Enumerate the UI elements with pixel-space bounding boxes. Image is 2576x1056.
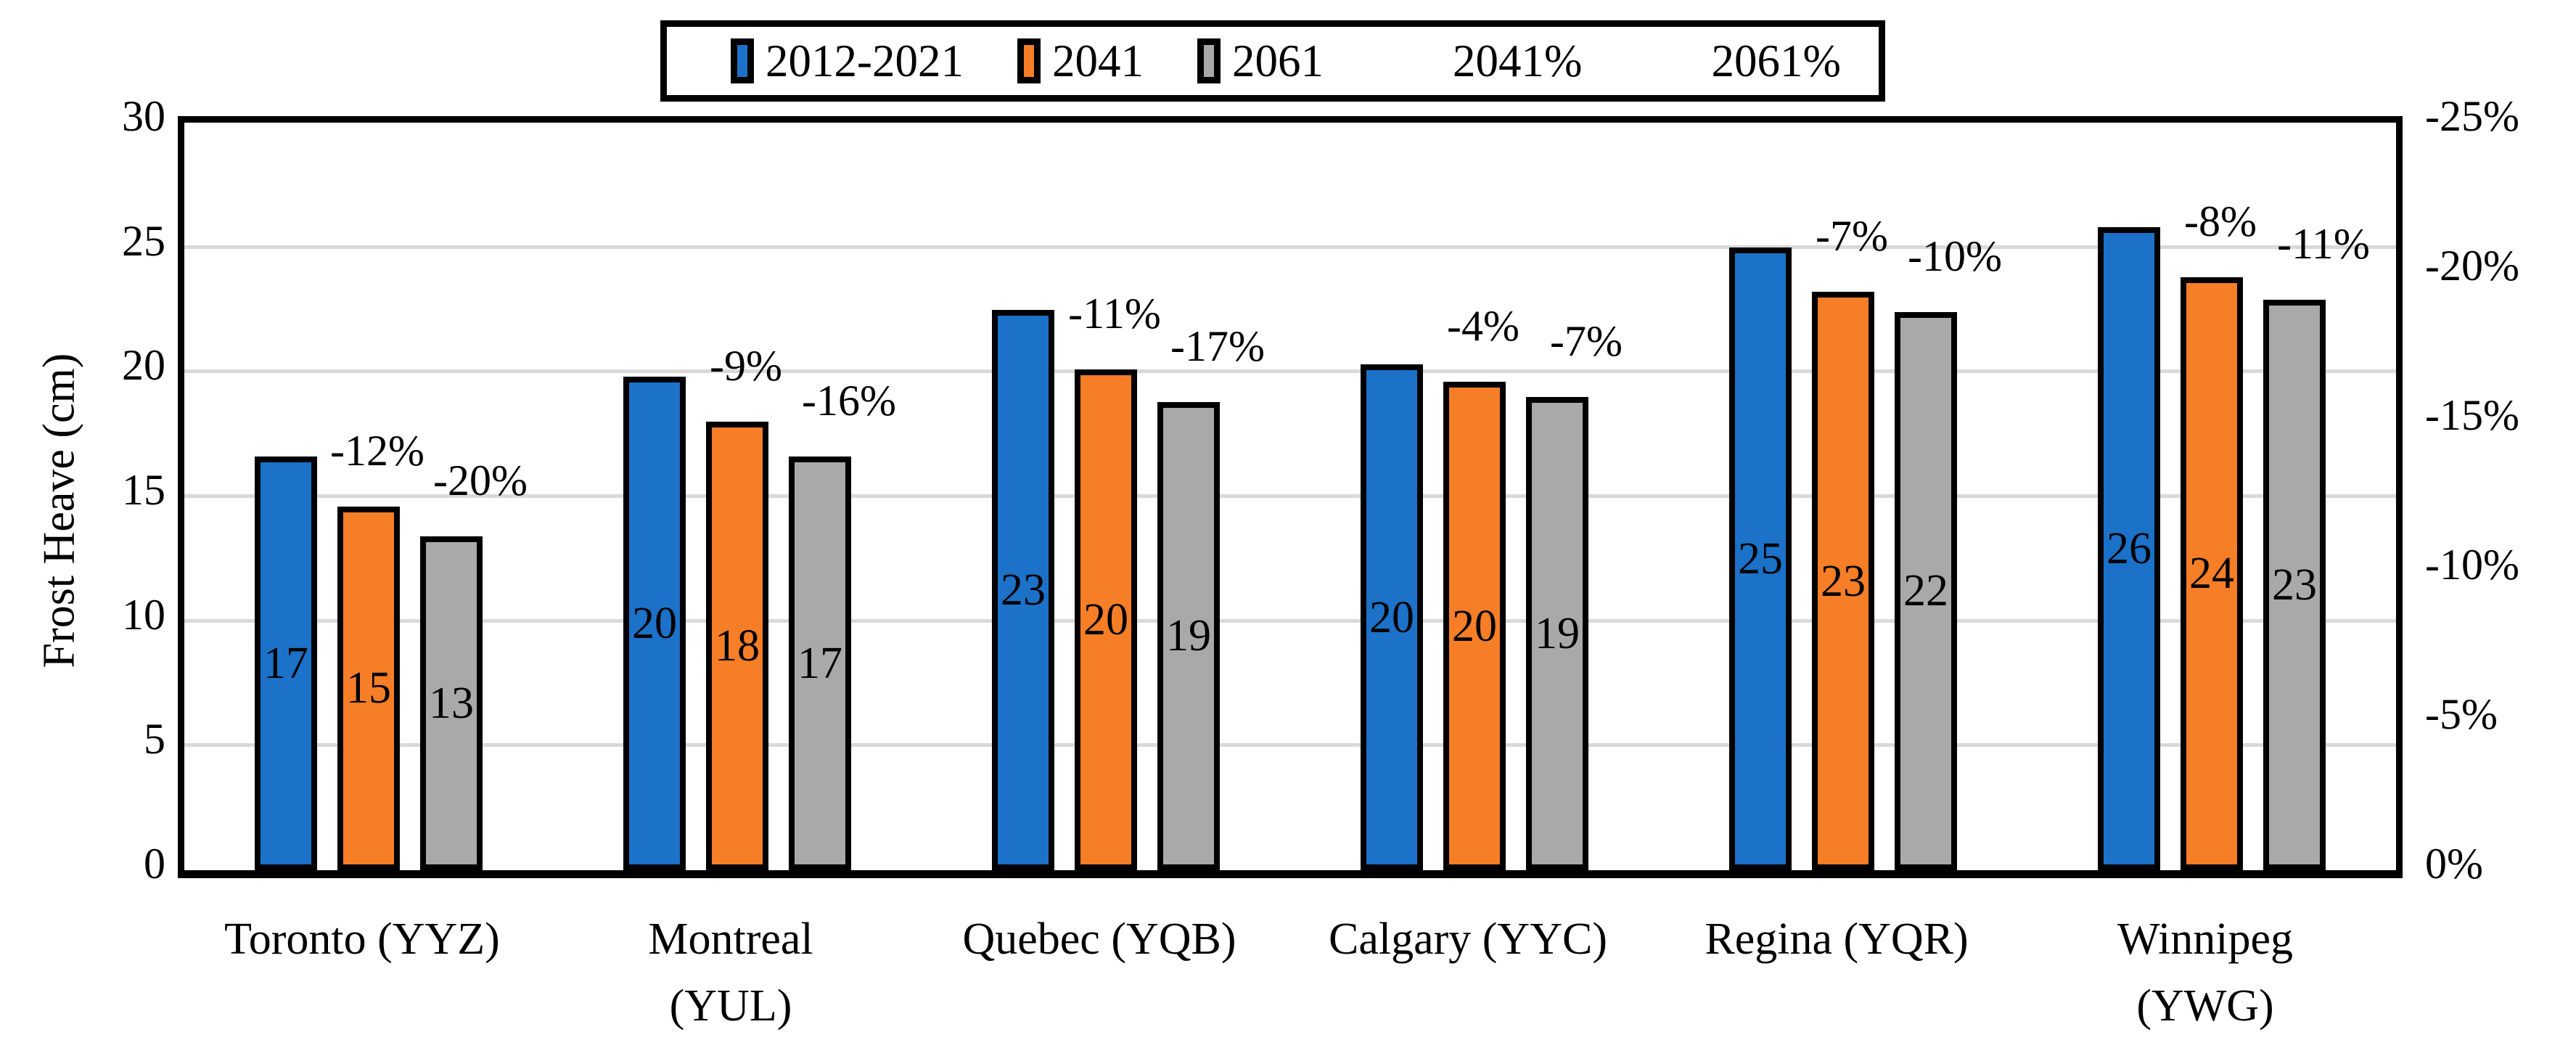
legend-box: 2012-2021 2041 2061 2041% 2061% <box>660 20 1885 102</box>
y-tick-right--25pct: -25% <box>2425 92 2519 140</box>
bar-value-label: 19 <box>1166 611 1211 661</box>
bar-calgary-yyc-2012-2021: 20 <box>1361 364 1423 870</box>
y-tick-right--20pct: -20% <box>2425 242 2519 290</box>
legend-item-2041: 2041% <box>1453 35 1582 88</box>
bar-value-label: 18 <box>715 621 760 671</box>
gridline-15cm <box>184 494 2396 498</box>
bar-toronto-yyz-2012-2021: 17 <box>255 457 317 870</box>
x-label-line: Montreal <box>648 914 813 964</box>
bar-value-label: 20 <box>1452 601 1497 651</box>
legend-label: 2041% <box>1452 35 1583 86</box>
x-label-quebec-yqb: Quebec (YQB) <box>915 906 1284 973</box>
bar-value-label: 25 <box>1738 533 1783 584</box>
bar-calgary-yyc-2061: 19 <box>1526 396 1588 870</box>
pct-label-toronto-yyz-2061: -20% <box>433 456 528 504</box>
bar-value-label: 23 <box>2272 560 2317 610</box>
x-label-winnipeg-ywg: Winnipeg (YWG) <box>2021 906 2390 1039</box>
x-label-regina-yqr: Regina (YQR) <box>1652 906 2021 973</box>
legend-swatch-2041 <box>1017 38 1041 83</box>
bar-toronto-yyz-2041: 15 <box>337 506 400 870</box>
bar-winnipeg-ywg-2012-2021: 26 <box>2098 227 2160 870</box>
legend-item-2041: 2041 <box>1017 35 1144 88</box>
bar-quebec-yqb-2061: 19 <box>1157 401 1220 870</box>
bar-value-label: 24 <box>2189 549 2234 599</box>
pct-label-calgary-yyc-2061: -7% <box>1550 316 1623 365</box>
y-tick-left-5: 5 <box>144 715 165 764</box>
bar-quebec-yqb-2041: 20 <box>1075 369 1137 870</box>
x-label-montreal-yul: Montreal (YUL) <box>546 906 915 1039</box>
x-label-toronto-yyz: Toronto (YYZ) <box>178 906 546 973</box>
pct-label-winnipeg-ywg-2041: -8% <box>2184 197 2257 245</box>
y-tick-left-20: 20 <box>122 341 165 390</box>
pct-label-calgary-yyc-2041: -4% <box>1447 302 1519 351</box>
bar-value-label: 13 <box>429 678 474 728</box>
bar-value-label: 15 <box>346 663 391 713</box>
legend-item-2061: 2061 <box>1197 35 1324 88</box>
bar-montreal-yul-2061: 17 <box>789 457 851 870</box>
bar-regina-yqr-2041: 23 <box>1812 292 1874 870</box>
gridline-25cm <box>184 245 2396 249</box>
legend-item-2061: 2061% <box>1711 35 1840 88</box>
bar-calgary-yyc-2041: 20 <box>1443 382 1506 870</box>
x-label-line: Toronto (YYZ) <box>224 914 500 964</box>
bar-winnipeg-ywg-2061: 23 <box>2263 299 2326 870</box>
bar-regina-yqr-2012-2021: 25 <box>1729 247 1792 870</box>
bar-value-label: 23 <box>1821 556 1866 606</box>
y-tick-left-30: 30 <box>122 92 165 140</box>
pct-label-quebec-yqb-2041: -11% <box>1068 289 1161 337</box>
legend-item-2012-2021: 2012-2021 <box>731 35 964 88</box>
x-label-line: Regina (YQR) <box>1705 914 1969 964</box>
bar-regina-yqr-2061: 22 <box>1895 311 1957 870</box>
gridline-20cm <box>184 369 2396 374</box>
bar-value-label: 17 <box>797 639 842 689</box>
legend-label: 2012-2021 <box>766 35 964 86</box>
bar-value-label: 19 <box>1535 608 1580 658</box>
x-label-calgary-yyc: Calgary (YYC) <box>1284 906 1652 973</box>
y-tick-right--5pct: -5% <box>2425 690 2498 738</box>
bar-montreal-yul-2012-2021: 20 <box>623 377 686 870</box>
legend-label: 2061 <box>1231 35 1324 86</box>
bar-value-label: 26 <box>2107 524 2152 574</box>
bar-value-label: 17 <box>263 639 308 689</box>
pct-label-regina-yqr-2061: -10% <box>1908 232 2002 280</box>
pct-label-regina-yqr-2041: -7% <box>1816 212 1888 261</box>
bar-value-label: 22 <box>1903 566 1948 616</box>
bar-winnipeg-ywg-2041: 24 <box>2181 277 2243 870</box>
bar-value-label: 20 <box>632 599 677 649</box>
y-tick-left-0: 0 <box>144 840 165 888</box>
legend-swatch-2061 <box>1197 38 1221 83</box>
x-label-line: Winnipeg <box>2117 914 2293 964</box>
bar-montreal-yul-2041: 18 <box>706 422 768 870</box>
y-tick-left-10: 10 <box>122 590 165 639</box>
bar-quebec-yqb-2012-2021: 23 <box>992 309 1054 870</box>
bar-value-label: 20 <box>1083 594 1128 644</box>
x-label-line: Quebec (YQB) <box>962 914 1236 964</box>
bar-toronto-yyz-2061: 13 <box>420 536 483 870</box>
pct-label-toronto-yyz-2041: -12% <box>330 426 424 475</box>
gridline-10cm <box>184 618 2396 623</box>
y-tick-right--15pct: -15% <box>2425 391 2519 439</box>
y-tick-right-0pct: 0% <box>2425 840 2483 888</box>
gridline-5cm <box>184 743 2396 748</box>
y-tick-left-25: 25 <box>122 216 165 265</box>
legend-label: 2061% <box>1711 35 1841 86</box>
y-tick-left-15: 15 <box>122 466 165 514</box>
bar-value-label: 20 <box>1369 592 1414 642</box>
legend-swatch-2012-2021 <box>731 38 754 83</box>
bar-value-label: 23 <box>1001 565 1046 615</box>
y-tick-right--10pct: -10% <box>2425 541 2519 589</box>
pct-label-quebec-yqb-2061: -17% <box>1170 322 1265 370</box>
plot-area: 17 15 13 20 18 17 23 20 19 20 20 19 25 23 22 26 24 23 -12%… <box>178 116 2403 878</box>
pct-label-winnipeg-ywg-2061: -11% <box>2277 219 2370 268</box>
pct-label-montreal-yul-2041: -9% <box>710 342 782 390</box>
x-label-line: (YUL) <box>669 981 792 1031</box>
x-label-line: (YWG) <box>2136 981 2274 1031</box>
x-label-line: Calgary (YYC) <box>1329 914 1607 964</box>
legend-label: 2041 <box>1051 35 1144 86</box>
pct-label-montreal-yul-2061: -16% <box>802 377 896 425</box>
